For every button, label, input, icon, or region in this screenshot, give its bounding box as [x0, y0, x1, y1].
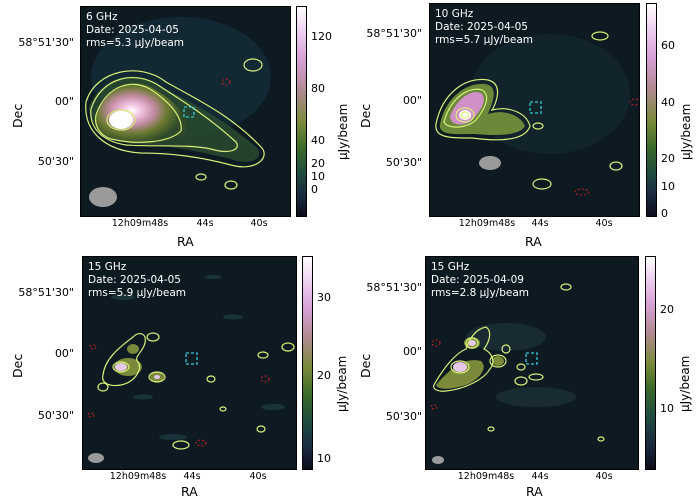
- colorbar-tick: 10: [661, 180, 675, 193]
- radio-map-15ghz-a: 15 GHz Date: 2025-04-05 rms=5.9 μJy/beam: [82, 256, 297, 470]
- ra-tick-label: 12h09m48s: [458, 218, 516, 229]
- ra-tick-label: 12h09m48s: [457, 471, 515, 482]
- dec-tick-label: 58°51'30": [366, 27, 422, 40]
- beam-ellipse: [88, 453, 104, 463]
- dec-tick-label: 00": [54, 95, 74, 108]
- source-marker: [185, 352, 198, 365]
- colorbar-tick: 0: [661, 207, 668, 220]
- colorbar-tick: 10: [660, 402, 674, 415]
- colorbar-tick: 0: [311, 183, 318, 196]
- ra-tick-label: 40s: [250, 218, 268, 229]
- ra-tick-label: 44s: [183, 471, 201, 482]
- map-annotation: 6 GHz Date: 2025-04-05 rms=5.3 μJy/beam: [86, 11, 184, 50]
- rms-label: rms=5.3 μJy/beam: [86, 37, 184, 49]
- colorbar-tick: 20: [311, 157, 325, 170]
- dec-tick-label: 58°51'30": [18, 286, 74, 299]
- colorbar-tick: 10: [317, 452, 331, 465]
- source-marker: [525, 352, 538, 365]
- colorbar-tick: 20: [317, 369, 331, 382]
- beam-ellipse: [479, 156, 501, 170]
- dec-tick-label: 58°51'30": [18, 36, 74, 49]
- date-label: Date: 2025-04-05: [435, 21, 528, 33]
- date-label: Date: 2025-04-09: [431, 274, 524, 286]
- colorbar-label: μJy/beam: [335, 355, 349, 412]
- colorbar-tick: 40: [661, 96, 675, 109]
- dec-tick-label: 50'30": [37, 155, 74, 168]
- ra-axis-label: RA: [177, 234, 194, 249]
- freq-label: 15 GHz: [431, 261, 470, 273]
- dec-tick-label: 50'30": [385, 156, 422, 169]
- ra-tick-label: 44s: [196, 218, 214, 229]
- dec-tick-label: 58°51'30": [366, 281, 422, 294]
- map-annotation: 10 GHz Date: 2025-04-05 rms=5.7 μJy/beam: [435, 8, 533, 47]
- ra-tick-label: 40s: [249, 471, 267, 482]
- ra-axis-label: RA: [181, 484, 198, 499]
- dec-axis-label: Dec: [358, 353, 373, 378]
- rms-label: rms=2.8 μJy/beam: [431, 287, 529, 299]
- source-marker: [183, 106, 195, 118]
- ra-tick-label: 12h09m48s: [109, 471, 167, 482]
- radio-map-10ghz: 10 GHz Date: 2025-04-05 rms=5.7 μJy/beam: [429, 3, 640, 217]
- colorbar-label: μJy/beam: [336, 103, 350, 160]
- colorbar-tick: 120: [311, 30, 332, 43]
- ra-axis-label: RA: [526, 484, 543, 499]
- dec-axis-label: Dec: [358, 103, 373, 128]
- negative-contours-6ghz: [221, 78, 231, 86]
- colorbar-label: μJy/beam: [679, 103, 693, 160]
- ra-tick-label: 44s: [531, 218, 549, 229]
- map-annotation: 15 GHz Date: 2025-04-05 rms=5.9 μJy/beam: [88, 261, 186, 300]
- colorbar: [645, 256, 656, 470]
- date-label: Date: 2025-04-05: [86, 24, 179, 36]
- contours-10ghz: [435, 31, 623, 190]
- map-annotation: 15 GHz Date: 2025-04-09 rms=2.8 μJy/beam: [431, 261, 529, 300]
- colorbar-tick: 30: [317, 291, 331, 304]
- ra-tick-label: 40s: [595, 471, 613, 482]
- radio-map-6ghz: 6 GHz Date: 2025-04-05 rms=5.3 μJy/beam: [80, 6, 291, 217]
- dec-tick-label: 50'30": [385, 410, 422, 423]
- radio-map-15ghz-b: 15 GHz Date: 2025-04-09 rms=2.8 μJy/beam: [425, 256, 639, 470]
- colorbar-label: μJy/beam: [678, 355, 692, 412]
- ra-tick-label: 40s: [595, 218, 613, 229]
- colorbar-tick: 60: [661, 39, 675, 52]
- dec-axis-label: Dec: [10, 353, 25, 378]
- dec-tick-label: 00": [54, 347, 74, 360]
- beam-ellipse: [432, 456, 444, 464]
- negative-contours-15ghz-b: [430, 339, 441, 410]
- dec-tick-label: 00": [402, 345, 422, 358]
- rms-label: rms=5.9 μJy/beam: [88, 287, 186, 299]
- dec-tick-label: 00": [402, 94, 422, 107]
- colorbar-tick: 10: [311, 170, 325, 183]
- freq-label: 10 GHz: [435, 8, 474, 20]
- colorbar-tick: 80: [311, 82, 325, 95]
- freq-label: 6 GHz: [86, 11, 118, 23]
- colorbar-tick: 20: [660, 303, 674, 316]
- colorbar-tick: 40: [311, 134, 325, 147]
- beam-ellipse: [89, 187, 117, 207]
- colorbar-tick: 20: [661, 152, 675, 165]
- colorbar: [302, 256, 313, 470]
- ra-tick-label: 44s: [531, 471, 549, 482]
- date-label: Date: 2025-04-05: [88, 274, 181, 286]
- dec-tick-label: 50'30": [37, 409, 74, 422]
- negative-contours-15ghz-a: [87, 344, 270, 447]
- ra-tick-label: 12h09m48s: [111, 218, 169, 229]
- freq-label: 15 GHz: [88, 261, 127, 273]
- negative-contours-10ghz: [574, 98, 639, 196]
- colorbar: [296, 6, 307, 217]
- dec-axis-label: Dec: [10, 103, 25, 128]
- contours-6ghz: [85, 58, 265, 190]
- source-marker: [529, 101, 542, 114]
- contours-15ghz-a: [97, 332, 295, 450]
- ra-axis-label: RA: [525, 234, 542, 249]
- rms-label: rms=5.7 μJy/beam: [435, 34, 533, 46]
- colorbar: [646, 3, 657, 217]
- contours-15ghz-b: [433, 283, 605, 442]
